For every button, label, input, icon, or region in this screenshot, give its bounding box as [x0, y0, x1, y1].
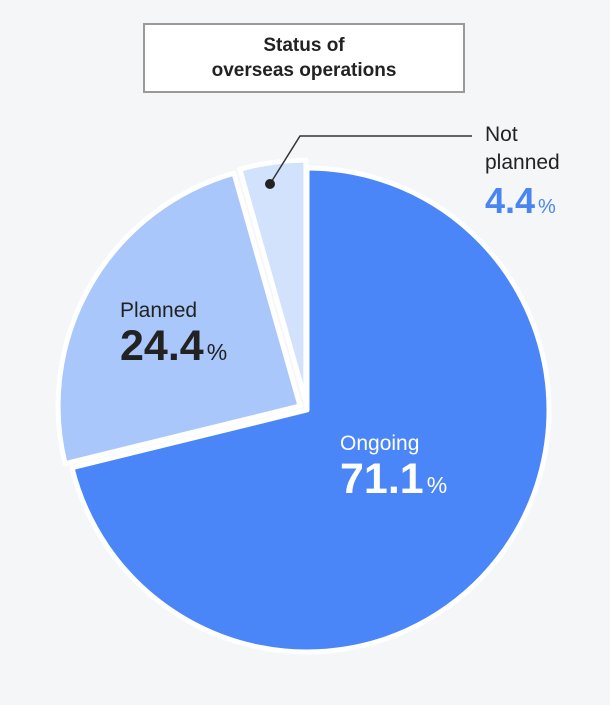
pie-slice-planned [55, 170, 303, 467]
label-planned: Planned 24.4% [120, 299, 227, 375]
label-ongoing: Ongoing 71.1% [340, 432, 447, 508]
slice-value-not-planned: 4.4 [485, 180, 536, 221]
slice-label-not-planned-line-1: Not [485, 123, 518, 146]
chart-title-box: Status of overseas operations [143, 23, 465, 93]
chart-title-line-1: Status of [263, 35, 345, 56]
slice-label-ongoing: Ongoing [340, 432, 420, 455]
slice-unit-not-planned: % [538, 196, 556, 218]
label-not-planned: Not planned 4.4% [485, 123, 560, 227]
slice-value-ongoing: 71.1 [340, 455, 424, 503]
slice-unit-planned: % [206, 339, 228, 365]
leader-dot-not-planned [265, 179, 275, 189]
slice-label-not-planned-line-2: planned [485, 151, 560, 174]
slice-unit-ongoing: % [426, 472, 448, 498]
chart-title-line-2: overseas operations [211, 60, 397, 81]
slice-label-planned: Planned [120, 299, 198, 322]
pie-slice-not-planned [237, 157, 309, 405]
pie-slice-ongoing [69, 165, 552, 655]
leader-line-not-planned [269, 135, 472, 185]
slice-value-planned: 24.4 [120, 322, 204, 370]
